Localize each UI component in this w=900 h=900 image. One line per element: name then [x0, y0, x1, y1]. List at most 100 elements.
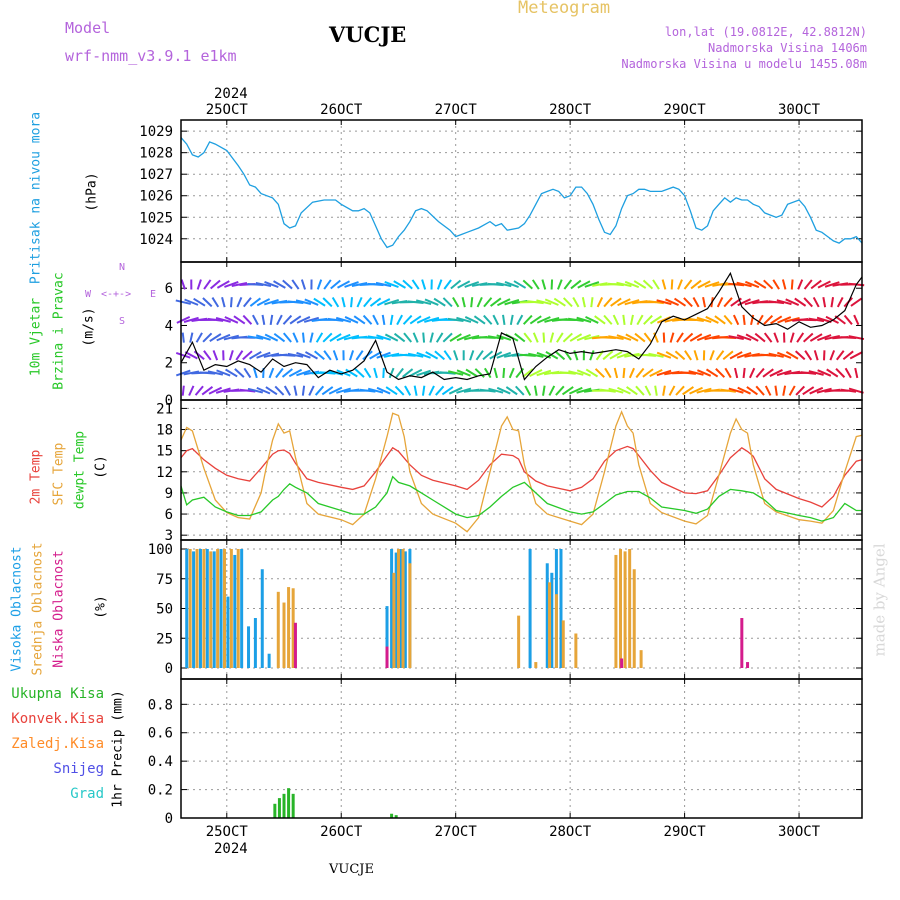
wind-barb — [584, 334, 600, 341]
wind-barb — [603, 297, 613, 308]
wind-barb — [209, 279, 221, 290]
wind-barb — [776, 351, 792, 359]
top-date-label: 29OCT — [664, 102, 707, 118]
wind-barb — [474, 368, 485, 378]
wind-barb — [193, 297, 206, 307]
wind-barb — [215, 316, 231, 323]
wind-barb — [768, 300, 785, 305]
wind-barb — [816, 387, 832, 394]
wind-barb — [404, 385, 412, 396]
wind-barb — [416, 316, 431, 324]
wind-barb — [603, 314, 613, 325]
wind-barb — [287, 300, 304, 304]
wind-barb — [553, 297, 566, 307]
wind-barb — [656, 369, 672, 377]
wind-barb — [567, 317, 584, 323]
wind-barb — [336, 333, 351, 342]
wind-barb — [234, 368, 245, 378]
wind-barb — [594, 315, 606, 325]
wind-barb — [183, 316, 199, 323]
wind-barb — [744, 299, 760, 306]
wind-barb — [584, 281, 600, 288]
compass-west: W — [85, 289, 92, 300]
y-tick-label: 15 — [156, 444, 173, 460]
wind-barb — [255, 281, 272, 288]
wind-barb — [188, 385, 195, 396]
wind-barb — [256, 298, 271, 307]
precip-legend-snow: Snijeg — [53, 761, 104, 777]
wind-barb — [180, 279, 186, 290]
wind-barb — [654, 385, 658, 396]
wind-barb — [323, 279, 332, 290]
bar-visoka-oblacnost — [185, 549, 189, 668]
wind-barb — [300, 279, 307, 290]
wind-barb — [295, 299, 312, 305]
wind-barb — [829, 350, 836, 361]
wind-barb — [301, 385, 306, 396]
wind-barb — [395, 367, 404, 379]
wind-barb — [527, 300, 544, 305]
wind-barb — [608, 335, 624, 340]
wind-barb — [662, 385, 666, 396]
wind-barb — [746, 386, 758, 396]
bar-visoka-oblacnost — [267, 653, 271, 668]
wind-barb — [536, 316, 551, 324]
wind-barb — [513, 280, 527, 289]
wind-barb — [702, 297, 707, 308]
bar-srednja-oblacnost — [401, 549, 405, 668]
wind-barb — [562, 297, 573, 308]
wind-barb — [344, 281, 359, 288]
wind-barb — [384, 280, 399, 288]
wind-barb — [649, 368, 663, 377]
wind-barb — [836, 296, 844, 308]
bar-srednja-oblacnost — [222, 549, 226, 668]
wind-barb — [689, 333, 703, 342]
wind-barb — [742, 314, 746, 325]
wind-barb — [529, 315, 542, 325]
wind-barb — [704, 281, 720, 288]
wind-barb — [402, 279, 413, 290]
wind-barb — [808, 370, 824, 376]
wind-barb — [349, 350, 355, 361]
wind-barb — [175, 369, 191, 377]
wind-barb — [428, 385, 435, 396]
wind-barb — [683, 297, 693, 308]
wind-barb — [688, 317, 704, 323]
wind-barb — [314, 350, 325, 361]
wind-barb — [322, 297, 333, 308]
bar-visoka-oblacnost — [205, 549, 209, 668]
compass-east: E — [150, 289, 157, 300]
wind-barb — [745, 280, 760, 289]
wind-barb — [353, 315, 366, 325]
wind-barb — [224, 316, 239, 324]
wind-barb — [809, 333, 823, 342]
wind-barb — [363, 297, 373, 308]
wind-barb — [275, 367, 284, 379]
wind-barb — [524, 385, 532, 396]
wind-barb — [840, 388, 857, 393]
wind-barb — [636, 314, 644, 326]
wind-barb — [541, 279, 547, 290]
wind-barb — [516, 314, 524, 326]
wind-barb — [470, 297, 474, 308]
bar-visoka-oblacnost — [385, 606, 389, 668]
wind-barb — [212, 350, 219, 361]
wind-barb — [435, 385, 445, 396]
wind-barb — [585, 315, 599, 324]
wind-barb — [376, 298, 391, 307]
wind-barb — [304, 351, 318, 360]
wind-barb — [263, 298, 279, 306]
wind-barb — [608, 387, 624, 394]
wind-barb — [235, 350, 244, 361]
wind-barb — [490, 297, 502, 307]
wind-barb — [497, 298, 511, 307]
wind-barb — [849, 351, 863, 360]
wind-barb — [396, 314, 404, 326]
y-tick-label: 3 — [165, 528, 173, 544]
bar-srednja-oblacnost — [628, 549, 632, 668]
wind-barb — [256, 386, 271, 395]
wind-barb — [341, 297, 346, 308]
wind-barb — [292, 332, 299, 343]
panel-frame-pressure — [180, 119, 863, 263]
wind-barb — [483, 367, 492, 379]
